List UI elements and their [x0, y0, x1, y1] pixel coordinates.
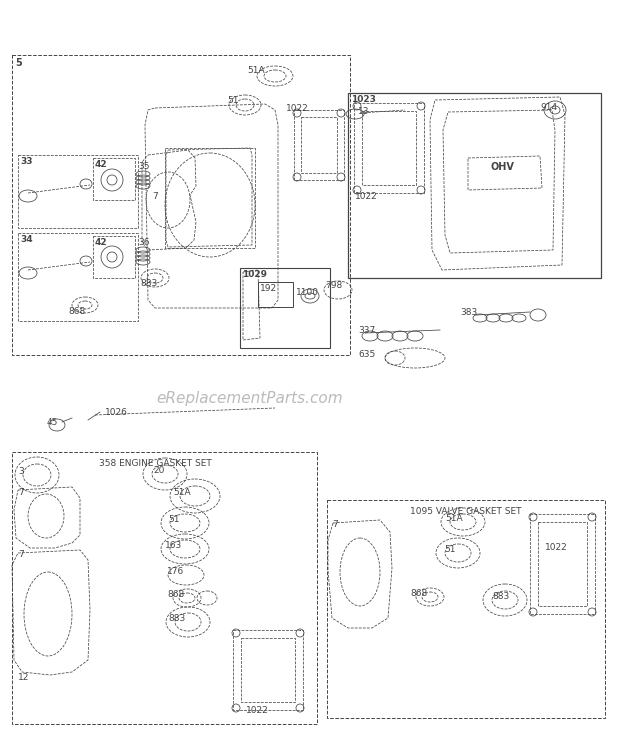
Bar [362, 111, 416, 185]
Text: 51A: 51A [247, 66, 265, 75]
Text: 7: 7 [18, 550, 24, 559]
Bar [241, 638, 295, 702]
Bar [301, 117, 337, 173]
Text: 1022: 1022 [286, 104, 309, 113]
Text: 383: 383 [460, 308, 477, 317]
Text: 51: 51 [227, 96, 239, 105]
Bar [18, 233, 138, 321]
Text: 868: 868 [167, 590, 184, 599]
Text: 635: 635 [358, 350, 375, 359]
Bar [233, 630, 303, 710]
Text: 883: 883 [168, 614, 185, 623]
Bar [348, 93, 601, 278]
Text: 3: 3 [18, 467, 24, 476]
Text: 163: 163 [165, 541, 182, 550]
Text: 868: 868 [410, 589, 427, 598]
Text: 1100: 1100 [296, 288, 319, 297]
Text: 1022: 1022 [246, 706, 268, 715]
Bar [538, 522, 587, 606]
Bar [354, 103, 424, 193]
Text: 914: 914 [540, 103, 557, 112]
Bar [93, 236, 135, 278]
Bar [240, 268, 330, 348]
Text: OHV: OHV [491, 162, 515, 172]
Bar [327, 500, 605, 718]
Text: 12: 12 [18, 673, 29, 682]
Bar [294, 110, 344, 180]
Text: 33: 33 [20, 157, 32, 166]
Text: 45: 45 [47, 418, 58, 427]
Bar [258, 282, 293, 307]
Text: 5: 5 [15, 58, 22, 68]
Text: 176: 176 [167, 567, 184, 576]
Text: 35: 35 [138, 162, 149, 171]
Text: 51: 51 [168, 515, 180, 524]
Text: 51A: 51A [173, 488, 190, 497]
Text: 1022: 1022 [545, 543, 568, 552]
Bar [530, 514, 595, 614]
Text: 192: 192 [260, 284, 277, 293]
Text: 36: 36 [138, 238, 149, 247]
Text: 42: 42 [95, 238, 108, 247]
Text: 1022: 1022 [355, 192, 378, 201]
Text: 337: 337 [358, 326, 375, 335]
Text: 13: 13 [358, 107, 370, 116]
Text: 7: 7 [152, 192, 157, 201]
Text: 1026: 1026 [105, 408, 128, 417]
Text: 20: 20 [153, 466, 164, 475]
Bar [165, 148, 255, 248]
Text: 42: 42 [95, 160, 108, 169]
Text: 1095 VALVE GASKET SET: 1095 VALVE GASKET SET [410, 507, 522, 516]
Text: 1029: 1029 [242, 270, 267, 279]
Text: 358 ENGINE GASKET SET: 358 ENGINE GASKET SET [99, 459, 211, 468]
Text: 883: 883 [492, 592, 509, 601]
Bar [93, 158, 135, 200]
Text: 7: 7 [332, 520, 338, 529]
Text: eReplacementParts.com: eReplacementParts.com [157, 391, 343, 405]
Text: 868: 868 [68, 307, 86, 316]
Text: 7: 7 [18, 488, 24, 497]
Text: 51A: 51A [445, 514, 463, 523]
Bar [18, 155, 138, 228]
Bar [12, 452, 317, 724]
Bar [12, 55, 350, 355]
Text: 1023: 1023 [351, 95, 376, 104]
Text: 51: 51 [444, 545, 456, 554]
Text: 34: 34 [20, 235, 33, 244]
Text: 883: 883 [140, 279, 157, 288]
Text: 798: 798 [325, 281, 342, 290]
